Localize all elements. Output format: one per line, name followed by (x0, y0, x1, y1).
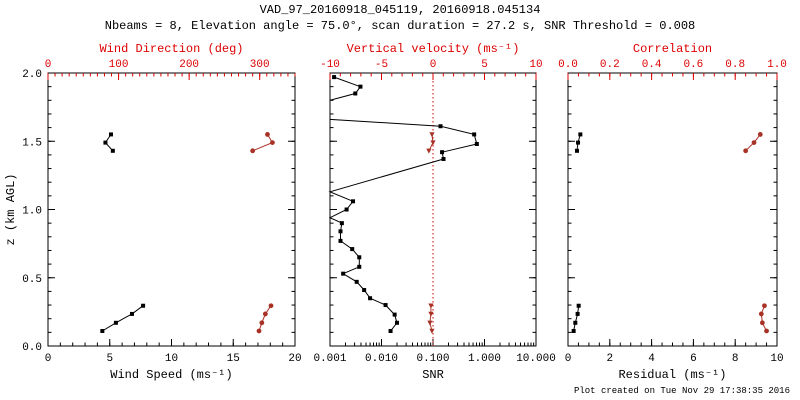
svg-text:Correlation: Correlation (633, 42, 712, 56)
svg-text:Wind Direction (deg): Wind Direction (deg) (99, 42, 243, 56)
svg-text:6: 6 (690, 353, 697, 365)
svg-text:SNR: SNR (422, 368, 444, 382)
svg-text:5: 5 (481, 59, 488, 71)
svg-text:2: 2 (606, 353, 613, 365)
svg-text:-5: -5 (375, 59, 388, 71)
svg-text:100: 100 (109, 59, 129, 71)
svg-text:0: 0 (430, 59, 437, 71)
svg-text:0.2: 0.2 (600, 59, 620, 71)
svg-text:10: 10 (529, 59, 542, 71)
svg-text:1.0: 1.0 (767, 59, 787, 71)
svg-text:0.100: 0.100 (416, 353, 449, 365)
svg-text:300: 300 (250, 59, 270, 71)
svg-text:4: 4 (648, 353, 655, 365)
svg-text:0: 0 (565, 353, 572, 365)
svg-text:20: 20 (288, 353, 301, 365)
svg-text:0: 0 (45, 59, 52, 71)
svg-text:10.000: 10.000 (516, 353, 556, 365)
svg-text:10: 10 (165, 353, 178, 365)
svg-text:10: 10 (770, 353, 783, 365)
svg-text:8: 8 (732, 353, 739, 365)
svg-text:0.5: 0.5 (22, 274, 42, 286)
svg-text:Residual (ms⁻¹): Residual (ms⁻¹) (618, 368, 726, 382)
svg-text:0: 0 (45, 353, 52, 365)
svg-text:z (km AGL): z (km AGL) (4, 173, 18, 245)
svg-text:15: 15 (227, 353, 240, 365)
svg-text:5: 5 (106, 353, 113, 365)
svg-text:1.000: 1.000 (468, 353, 501, 365)
svg-text:0.001: 0.001 (313, 353, 346, 365)
svg-text:0.010: 0.010 (365, 353, 398, 365)
svg-text:Wind Speed (ms⁻¹): Wind Speed (ms⁻¹) (110, 368, 232, 382)
svg-text:0.0: 0.0 (22, 342, 42, 354)
svg-text:1.5: 1.5 (22, 137, 42, 149)
svg-text:0.6: 0.6 (683, 59, 703, 71)
creation-timestamp: Plot created on Tue Nov 29 17:38:35 2016 (573, 386, 790, 396)
svg-text:-10: -10 (320, 59, 340, 71)
svg-text:0.8: 0.8 (725, 59, 745, 71)
svg-text:200: 200 (179, 59, 199, 71)
plot-subtitle: Nbeams = 8, Elevation angle = 75.0°, sca… (104, 19, 696, 33)
svg-text:Vertical velocity (ms⁻¹): Vertical velocity (ms⁻¹) (347, 42, 520, 56)
svg-text:0.0: 0.0 (558, 59, 578, 71)
plot-title: VAD_97_20160918_045119, 20160918.045134 (259, 3, 541, 17)
svg-text:2.0: 2.0 (22, 69, 42, 81)
svg-text:1.0: 1.0 (22, 206, 42, 218)
svg-text:0.4: 0.4 (642, 59, 662, 71)
